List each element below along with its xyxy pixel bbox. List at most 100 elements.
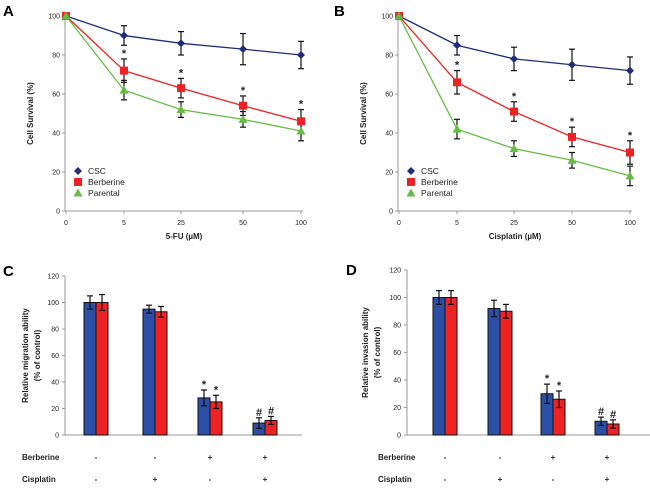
condition-value: -	[95, 475, 98, 484]
x-tick-label: 100	[624, 220, 636, 227]
significance-marker: *	[545, 373, 550, 385]
data-point-diamond	[510, 54, 518, 63]
x-tick-label: 25	[510, 220, 518, 227]
y-tick-label: 100	[389, 295, 401, 302]
condition-value: +	[605, 475, 610, 484]
x-tick-label: 0	[64, 220, 68, 227]
y-axis-label: Relative invasion ability	[361, 307, 370, 398]
significance-marker: *	[628, 130, 633, 142]
y-tick-label: 40	[52, 131, 60, 138]
y-tick-label: 20	[51, 406, 59, 413]
data-point-square	[239, 101, 247, 110]
condition-value: -	[552, 475, 555, 484]
y-tick-label: 100	[48, 14, 60, 21]
significance-marker: *	[202, 379, 207, 391]
condition-label: Berberine	[378, 453, 416, 462]
data-point-triangle	[176, 105, 186, 114]
error-bar	[610, 419, 616, 429]
data-point-square	[177, 84, 185, 93]
y-tick-label: 80	[51, 327, 59, 334]
y-tick-label: 0	[397, 433, 401, 440]
legend-marker-square	[407, 178, 415, 186]
error-bar	[146, 304, 152, 314]
y-tick-label: 60	[51, 353, 59, 360]
data-point-triangle	[509, 144, 519, 153]
legend-label: Parental	[88, 188, 120, 198]
significance-marker: *	[455, 60, 460, 72]
y-tick-label: 60	[52, 92, 60, 99]
error-bar	[503, 303, 509, 319]
bar-red	[499, 310, 513, 436]
error-bar	[201, 389, 207, 407]
legend-label: Parental	[421, 188, 453, 198]
data-point-triangle	[567, 155, 577, 164]
error-bar	[213, 394, 219, 410]
y-axis-label: Cell Survival (%)	[26, 82, 35, 145]
legend-marker-diamond	[74, 167, 82, 175]
y-tick-label: 20	[385, 170, 393, 177]
error-bar	[268, 415, 274, 425]
condition-label: Cisplatin	[378, 475, 412, 484]
y-axis-label: Relative migration ability	[21, 308, 30, 403]
y-axis-label: (% of control)	[33, 329, 42, 381]
y-tick-label: 40	[393, 378, 401, 385]
condition-value: +	[263, 475, 268, 484]
significance-marker: #	[256, 407, 262, 419]
bar-blue	[487, 308, 501, 436]
y-tick-label: 0	[56, 209, 60, 216]
panel-label: C	[3, 263, 14, 280]
x-tick-label: 0	[397, 220, 401, 227]
y-axis-label: (% of control)	[373, 326, 382, 378]
condition-value: -	[499, 453, 502, 462]
bar-blue	[142, 308, 156, 436]
x-tick-label: 50	[568, 220, 576, 227]
legend-marker-triangle	[406, 188, 416, 197]
significance-marker: *	[570, 116, 575, 128]
data-point-triangle	[119, 85, 129, 94]
series-line-parental	[65, 15, 302, 132]
condition-value: -	[209, 475, 212, 484]
x-axis-label: 5-FU (µM)	[166, 232, 203, 241]
x-axis-label: Cisplatin (µM)	[489, 232, 542, 241]
data-point-diamond	[297, 51, 305, 59]
data-point-square	[568, 132, 576, 141]
significance-marker: #	[598, 406, 604, 418]
significance-marker: *	[214, 384, 219, 396]
condition-value: -	[95, 453, 98, 462]
y-tick-label: 80	[393, 323, 401, 330]
condition-label: Berberine	[22, 453, 60, 462]
y-tick-label: 60	[385, 92, 393, 99]
data-point-square	[453, 78, 461, 87]
significance-marker: *	[512, 91, 517, 103]
significance-marker: #	[268, 405, 274, 417]
bar-red	[444, 297, 458, 436]
x-tick-label: 25	[177, 220, 185, 227]
bar-blue	[83, 302, 97, 436]
legend-marker-triangle	[73, 188, 83, 197]
legend-marker-diamond	[407, 167, 415, 175]
y-tick-label: 100	[381, 14, 393, 21]
error-bar	[556, 390, 562, 409]
condition-value: -	[444, 475, 447, 484]
error-bar	[99, 293, 105, 312]
error-bar	[448, 290, 454, 305]
data-point-diamond	[626, 66, 634, 75]
legend-label: CSC	[421, 166, 439, 176]
significance-marker: *	[241, 85, 246, 97]
y-tick-label: 20	[52, 170, 60, 177]
error-bar	[256, 417, 262, 429]
legend-label: Berberine	[88, 177, 125, 187]
y-tick-label: 80	[52, 53, 60, 60]
error-bar	[598, 416, 604, 426]
y-tick-label: 80	[385, 53, 393, 60]
condition-value: +	[498, 475, 503, 484]
condition-value: +	[263, 453, 268, 462]
condition-value: +	[153, 475, 158, 484]
x-tick-label: 5	[455, 220, 459, 227]
condition-value: +	[551, 453, 556, 462]
panel-label: D	[346, 262, 357, 279]
data-point-diamond	[239, 45, 247, 54]
x-tick-label: 5	[122, 220, 126, 227]
data-point-square	[626, 148, 634, 157]
x-tick-label: 50	[239, 220, 247, 227]
